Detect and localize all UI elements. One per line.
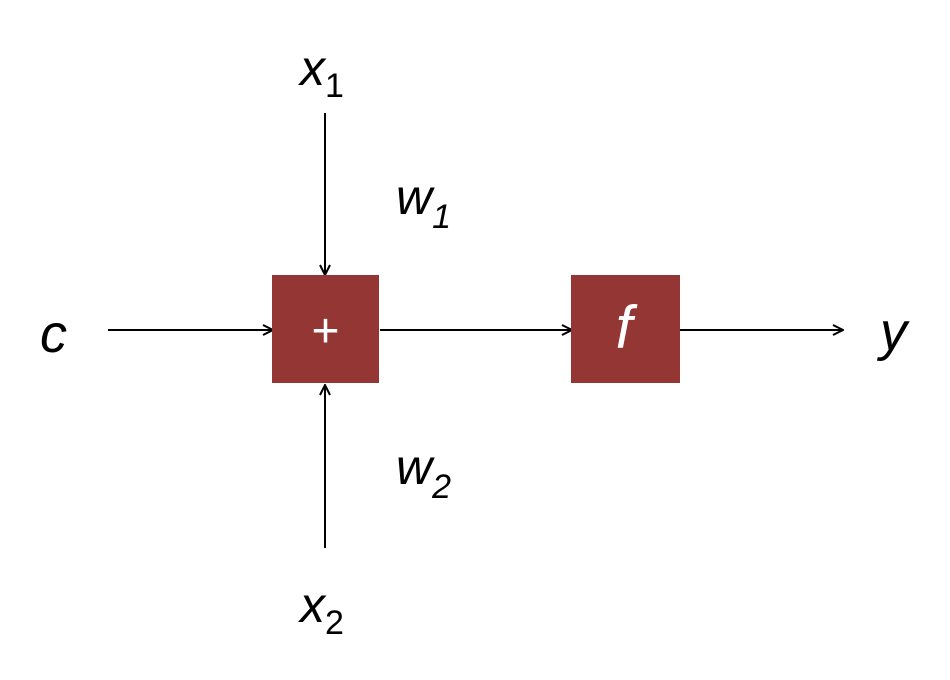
weight-w2-sub: 2 bbox=[431, 468, 451, 506]
weight-w2-base: w bbox=[396, 439, 435, 495]
sum-node: + bbox=[272, 275, 379, 383]
weight-w2-label: w2 bbox=[396, 439, 451, 506]
sum-symbol: + bbox=[311, 305, 339, 358]
input-x1-label: x1 bbox=[298, 40, 344, 105]
input-x2-sub: 2 bbox=[325, 604, 344, 642]
weight-w1-sub: 1 bbox=[432, 198, 451, 236]
input-x1-base: x bbox=[298, 40, 327, 96]
activation-symbol: f bbox=[616, 294, 638, 361]
weight-w1-base: w bbox=[396, 169, 435, 225]
input-x2-base: x bbox=[298, 577, 327, 633]
input-x2-label: x2 bbox=[298, 577, 344, 642]
bias-c-label: c bbox=[40, 304, 67, 364]
weight-w1-label: w1 bbox=[396, 169, 451, 236]
output-y-label: y bbox=[876, 302, 910, 362]
input-x1-sub: 1 bbox=[325, 67, 344, 105]
activation-node: f bbox=[571, 275, 680, 383]
